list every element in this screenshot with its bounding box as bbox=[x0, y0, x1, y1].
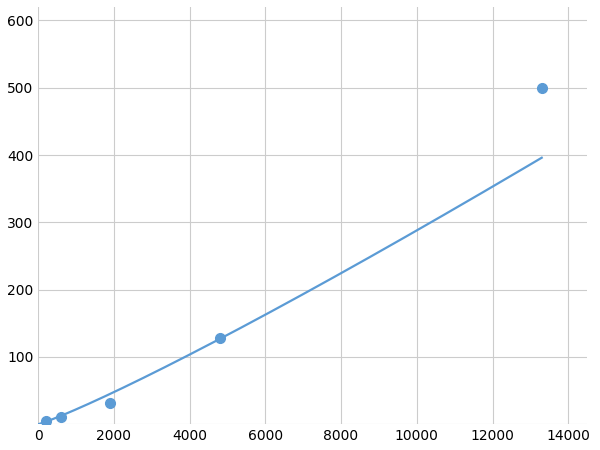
Point bbox=[106, 399, 115, 406]
Point bbox=[41, 417, 50, 424]
Point bbox=[215, 334, 225, 342]
Point bbox=[56, 414, 65, 421]
Point bbox=[537, 84, 547, 91]
